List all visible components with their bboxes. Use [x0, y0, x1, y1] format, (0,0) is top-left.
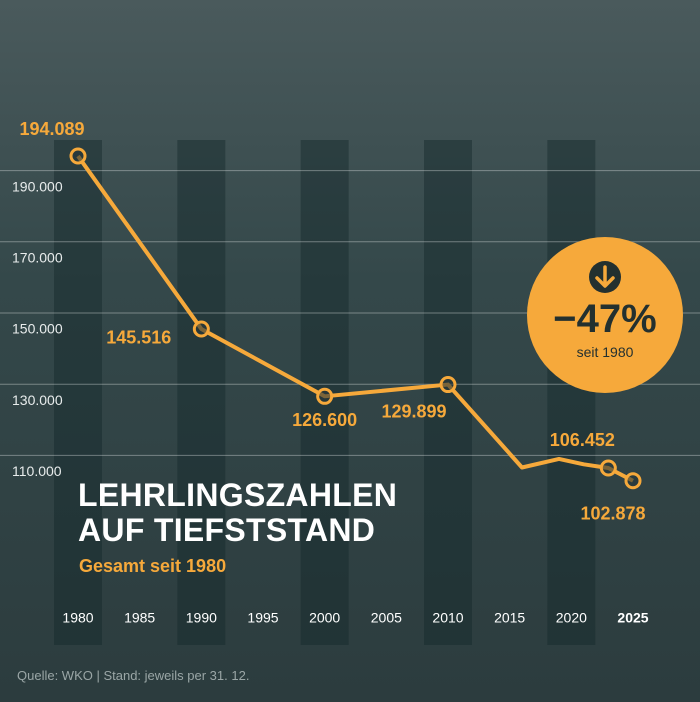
data-label: 129.899: [381, 401, 446, 421]
y-tick-label: 150.000: [12, 321, 63, 337]
x-tick-label: 2005: [371, 610, 402, 626]
x-tick-label: 2010: [432, 610, 463, 626]
source-note: Quelle: WKO | Stand: jeweils per 31. 12.: [17, 668, 250, 683]
column-band: [547, 140, 596, 645]
down-arrow-icon: [589, 261, 621, 293]
x-tick-label: 1995: [247, 610, 278, 626]
data-label: 194.089: [19, 119, 84, 139]
chart-title: LEHRLINGSZAHLEN AUF TIEFSTSTAND: [78, 477, 398, 548]
data-point: [439, 376, 457, 394]
column-band: [177, 140, 226, 645]
data-label: 145.516: [106, 328, 171, 348]
data-label: 106.452: [550, 430, 615, 450]
data-point: [624, 472, 642, 490]
data-label: 126.600: [292, 410, 357, 430]
change-badge: −47% seit 1980: [527, 237, 683, 393]
y-tick-label: 170.000: [12, 250, 63, 266]
data-point: [69, 147, 87, 165]
badge-note: seit 1980: [576, 344, 634, 360]
x-tick-label: 1980: [62, 610, 93, 626]
y-tick-label: 190.000: [12, 178, 63, 194]
x-tick-label: 2015: [494, 610, 525, 626]
chart-subtitle: Gesamt seit 1980: [79, 556, 227, 576]
column-band: [54, 140, 102, 645]
x-tick-label: 1985: [124, 610, 155, 626]
y-tick-label: 110.000: [12, 463, 62, 479]
data-point: [316, 387, 334, 405]
data-point: [599, 459, 617, 477]
x-tick-label: 2020: [556, 610, 587, 626]
x-tick-label: 1990: [186, 610, 217, 626]
badge-value: −47%: [553, 297, 657, 341]
data-point: [192, 320, 210, 338]
x-tick-label: 2000: [309, 610, 340, 626]
data-label: 102.878: [580, 504, 645, 524]
x-tick-label: 2025: [617, 610, 648, 626]
y-tick-label: 130.000: [12, 392, 63, 408]
